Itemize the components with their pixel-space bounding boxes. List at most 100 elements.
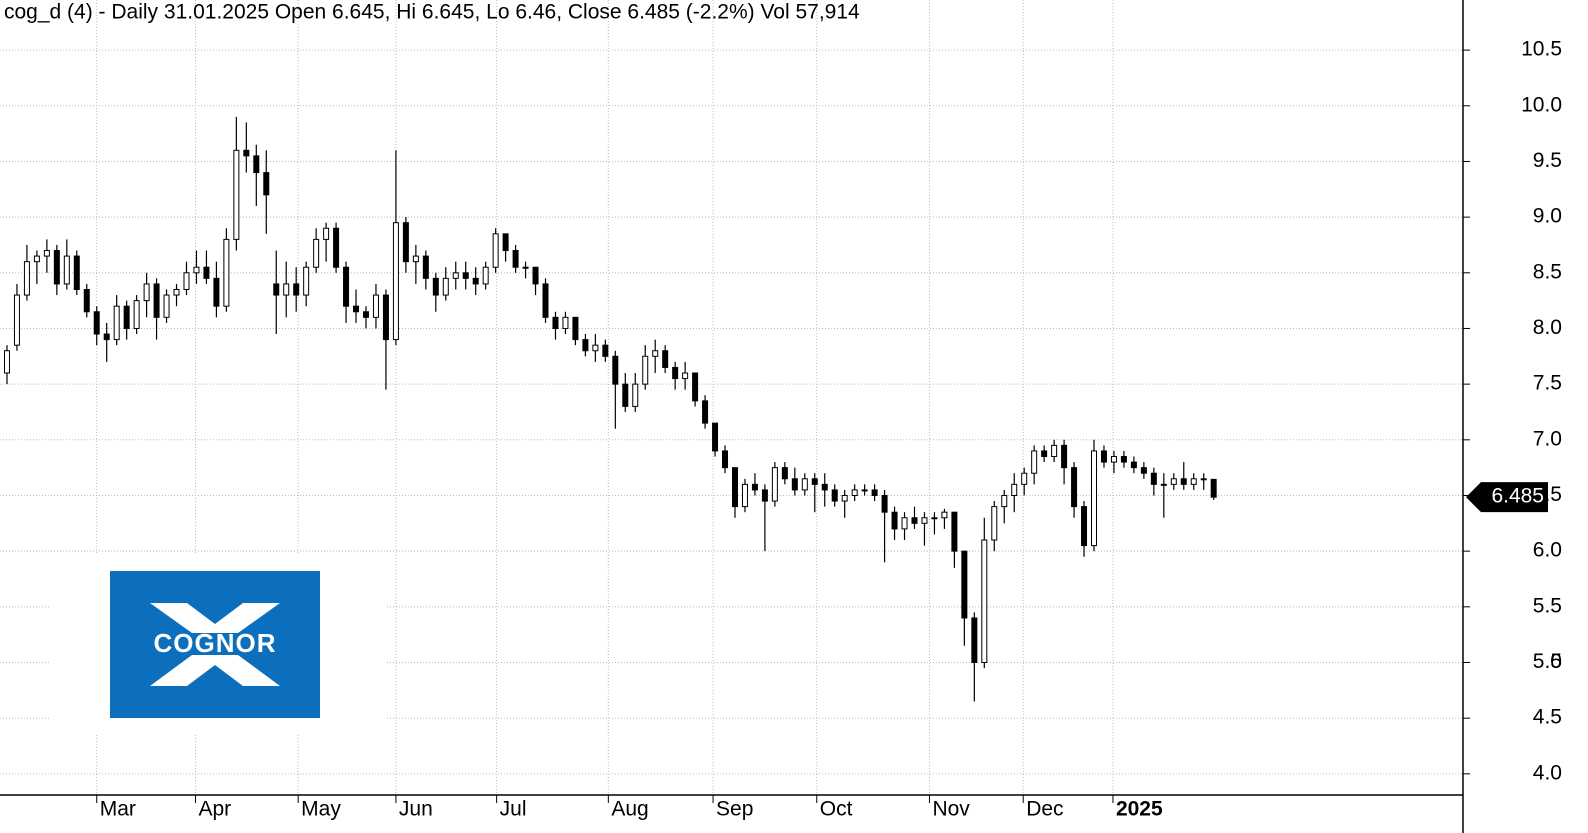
- candle: [981, 517, 988, 669]
- candle: [313, 228, 320, 273]
- candle: [263, 150, 270, 234]
- candle: [293, 267, 300, 312]
- candle: [492, 228, 499, 273]
- candle-body: [552, 316, 559, 329]
- candle-body: [672, 366, 679, 380]
- candle-body: [871, 489, 878, 496]
- candle-body: [273, 283, 280, 296]
- y-tick-label: 10.0: [1521, 93, 1562, 116]
- candle-body: [612, 355, 619, 385]
- candle: [203, 250, 210, 284]
- candle-body: [173, 288, 180, 296]
- candle: [233, 116, 240, 251]
- candle: [3, 345, 10, 385]
- candle-body: [911, 517, 918, 524]
- candle-body: [542, 283, 549, 318]
- candle: [43, 239, 50, 273]
- candle: [692, 372, 699, 407]
- candle: [153, 278, 160, 340]
- candle: [572, 316, 579, 346]
- candle-body: [163, 294, 170, 318]
- candle-body: [622, 383, 629, 407]
- candle: [1210, 478, 1217, 500]
- candle-body: [981, 539, 988, 663]
- candle-body: [921, 517, 928, 524]
- candle-body: [1110, 456, 1117, 463]
- candle-body: [123, 305, 130, 329]
- candle-body: [682, 372, 689, 380]
- candle: [1011, 473, 1018, 513]
- candle: [1190, 473, 1197, 490]
- candle-body: [153, 283, 160, 318]
- candle: [303, 261, 310, 307]
- candle-body: [712, 422, 719, 452]
- candle: [1160, 473, 1167, 518]
- candle-body: [1051, 444, 1058, 458]
- y-tick-label: 8.5: [1533, 260, 1562, 283]
- candle: [861, 484, 868, 496]
- candle: [1021, 467, 1028, 496]
- candle: [801, 473, 808, 496]
- y-tick-label: 5.0: [1533, 650, 1562, 673]
- candle: [811, 473, 818, 513]
- x-tick-label: Jun: [399, 798, 433, 821]
- candle-body: [243, 149, 250, 157]
- x-tick-label: 2025: [1116, 798, 1163, 821]
- candle-body: [53, 250, 60, 285]
- candle: [951, 511, 958, 568]
- x-tick-label: Nov: [932, 798, 970, 821]
- candle: [143, 272, 150, 318]
- candle: [1001, 489, 1008, 524]
- candle: [731, 467, 738, 518]
- candle-body: [602, 344, 609, 357]
- candle: [193, 250, 200, 284]
- x-tick-label: May: [301, 798, 341, 821]
- candle-body: [1091, 450, 1098, 547]
- candle: [961, 550, 968, 646]
- candle-body: [442, 277, 449, 296]
- candle-body: [722, 450, 729, 469]
- axis-labels: 4.04.555.05.56.06.57.07.58.08.59.09.510.…: [96, 38, 1562, 821]
- candle: [542, 278, 549, 323]
- x-tick-label: Apr: [198, 798, 231, 821]
- candle-body: [133, 300, 140, 329]
- candle: [472, 267, 479, 296]
- candle: [1091, 439, 1098, 552]
- candle: [372, 283, 379, 329]
- candle-body: [951, 511, 958, 552]
- candle-body: [113, 305, 120, 341]
- candle-body: [881, 494, 888, 513]
- y-tick-label: 5: [1550, 650, 1562, 673]
- candle: [891, 506, 898, 541]
- candle-body: [831, 489, 838, 502]
- x-tick-label: Sep: [716, 798, 753, 821]
- candle-body: [23, 261, 30, 296]
- candle: [562, 311, 569, 335]
- candle-body: [402, 222, 409, 263]
- candle-body: [1200, 478, 1207, 481]
- candle: [213, 261, 220, 318]
- candle-body: [502, 233, 509, 252]
- candle-body: [412, 255, 419, 263]
- candle: [791, 467, 798, 496]
- candle: [422, 250, 429, 290]
- candle-body: [353, 305, 360, 313]
- candle-body: [811, 478, 818, 485]
- candle: [1031, 445, 1038, 485]
- candle: [602, 339, 609, 362]
- candle: [392, 150, 399, 346]
- candle-body: [801, 478, 808, 491]
- candle-body: [731, 467, 738, 508]
- candle: [123, 300, 130, 340]
- candle-body: [193, 266, 200, 274]
- candle-body: [472, 277, 479, 285]
- x-tick-label: Jul: [500, 798, 527, 821]
- candle: [771, 462, 778, 507]
- candle: [722, 445, 729, 474]
- candle-body: [293, 283, 300, 296]
- candle: [682, 361, 689, 390]
- candle-body: [1100, 450, 1107, 463]
- candle-body: [642, 355, 649, 385]
- logo-shape-top: [150, 603, 280, 633]
